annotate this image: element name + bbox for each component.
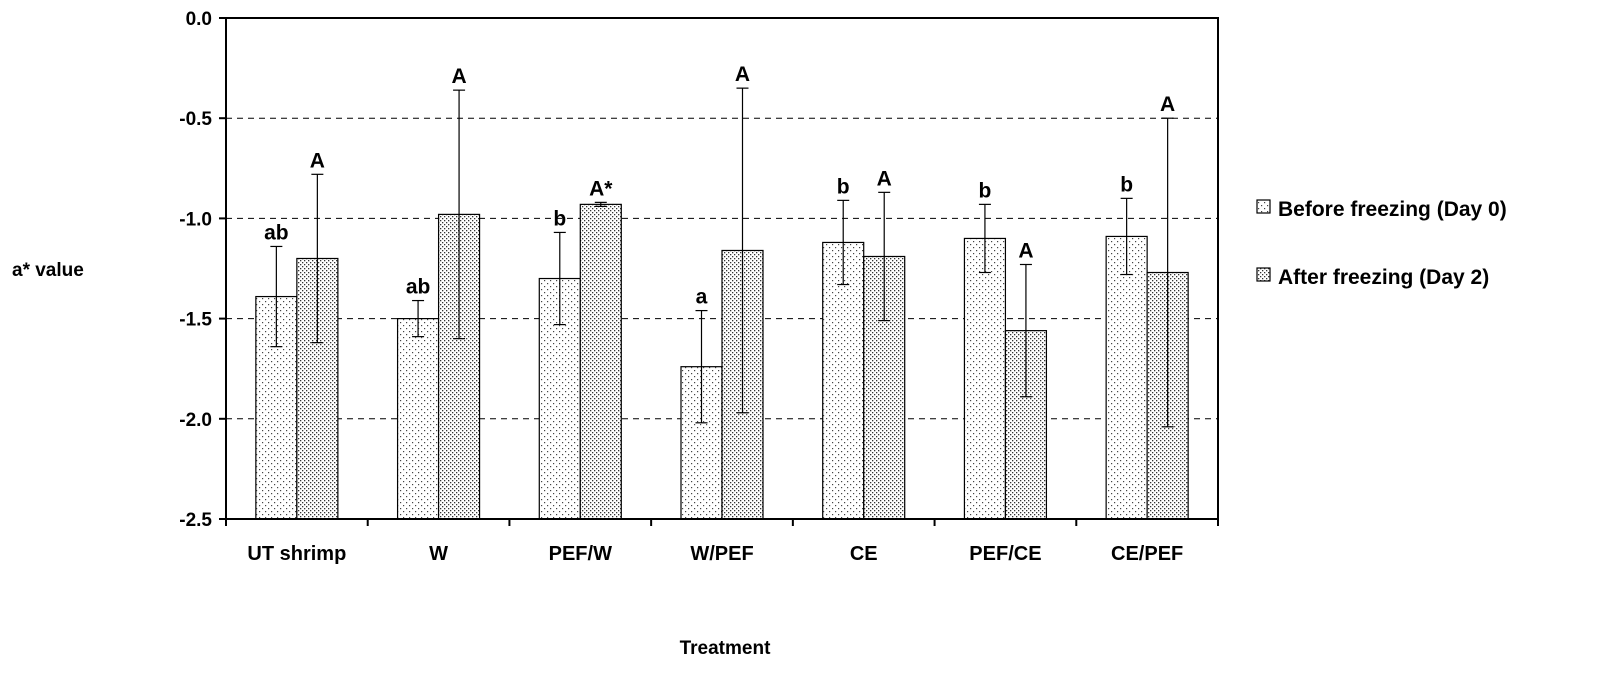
legend-swatch-before xyxy=(1256,199,1271,214)
bar-before-5 xyxy=(963,237,1007,520)
y-tick-label-3: -1.5 xyxy=(179,310,212,331)
bar-before-1 xyxy=(396,318,440,520)
y-tick-label-4: -2.0 xyxy=(179,410,212,431)
x-tick-label-6: CE/PEF xyxy=(1111,543,1183,565)
y-tick-label-1: -0.5 xyxy=(179,109,212,130)
y-axis-title: a* value xyxy=(12,260,84,281)
bars xyxy=(255,203,1189,520)
sig-label-after-3: A xyxy=(735,63,750,86)
sig-label-before-5: b xyxy=(979,179,992,202)
legend: Before freezing (Day 0) After freezing (… xyxy=(1256,198,1507,289)
legend-swatch-after xyxy=(1256,267,1271,282)
x-tick-label-1: W xyxy=(429,543,448,565)
y-tick-label-5: -2.5 xyxy=(179,510,212,531)
bar-before-4 xyxy=(822,241,865,520)
sig-label-after-6: A xyxy=(1160,93,1175,116)
legend-item-after: After freezing (Day 2) xyxy=(1256,266,1489,289)
sig-label-after-2: A* xyxy=(589,177,613,200)
axes: 0.0 -0.5 -1.0 -1.5 -2.0 -2.5 UT shrimp W PEF/W W/… xyxy=(179,9,1219,565)
legend-label-before: Before freezing (Day 0) xyxy=(1278,198,1507,221)
sig-label-before-1: ab xyxy=(406,276,431,299)
legend-label-after: After freezing (Day 2) xyxy=(1278,266,1489,289)
bar-before-6 xyxy=(1105,235,1148,520)
error-bars xyxy=(270,87,1174,428)
sig-label-before-4: b xyxy=(837,175,850,198)
x-tick-label-4: CE xyxy=(850,543,878,565)
sig-label-before-3: a xyxy=(696,286,708,309)
legend-item-before: Before freezing (Day 0) xyxy=(1256,198,1507,221)
y-tick-label-2: -1.0 xyxy=(179,209,212,230)
sig-label-after-0: A xyxy=(310,149,325,172)
plot-area-frame xyxy=(225,17,1219,520)
bar-after-2 xyxy=(579,203,622,520)
x-tick-label-2: PEF/W xyxy=(549,543,612,565)
sig-label-after-4: A xyxy=(877,167,892,190)
x-tick-label-3: W/PEF xyxy=(690,543,753,565)
x-axis-title: Treatment xyxy=(680,638,771,659)
y-tick-label-0: 0.0 xyxy=(186,9,212,30)
sig-label-after-1: A xyxy=(451,65,466,88)
sig-label-before-6: b xyxy=(1120,173,1133,196)
x-tick-label-5: PEF/CE xyxy=(969,543,1041,565)
sig-label-before-2: b xyxy=(553,207,566,230)
x-tick-label-0: UT shrimp xyxy=(247,543,346,565)
sig-label-before-0: ab xyxy=(264,221,289,244)
sig-label-after-5: A xyxy=(1018,239,1033,262)
